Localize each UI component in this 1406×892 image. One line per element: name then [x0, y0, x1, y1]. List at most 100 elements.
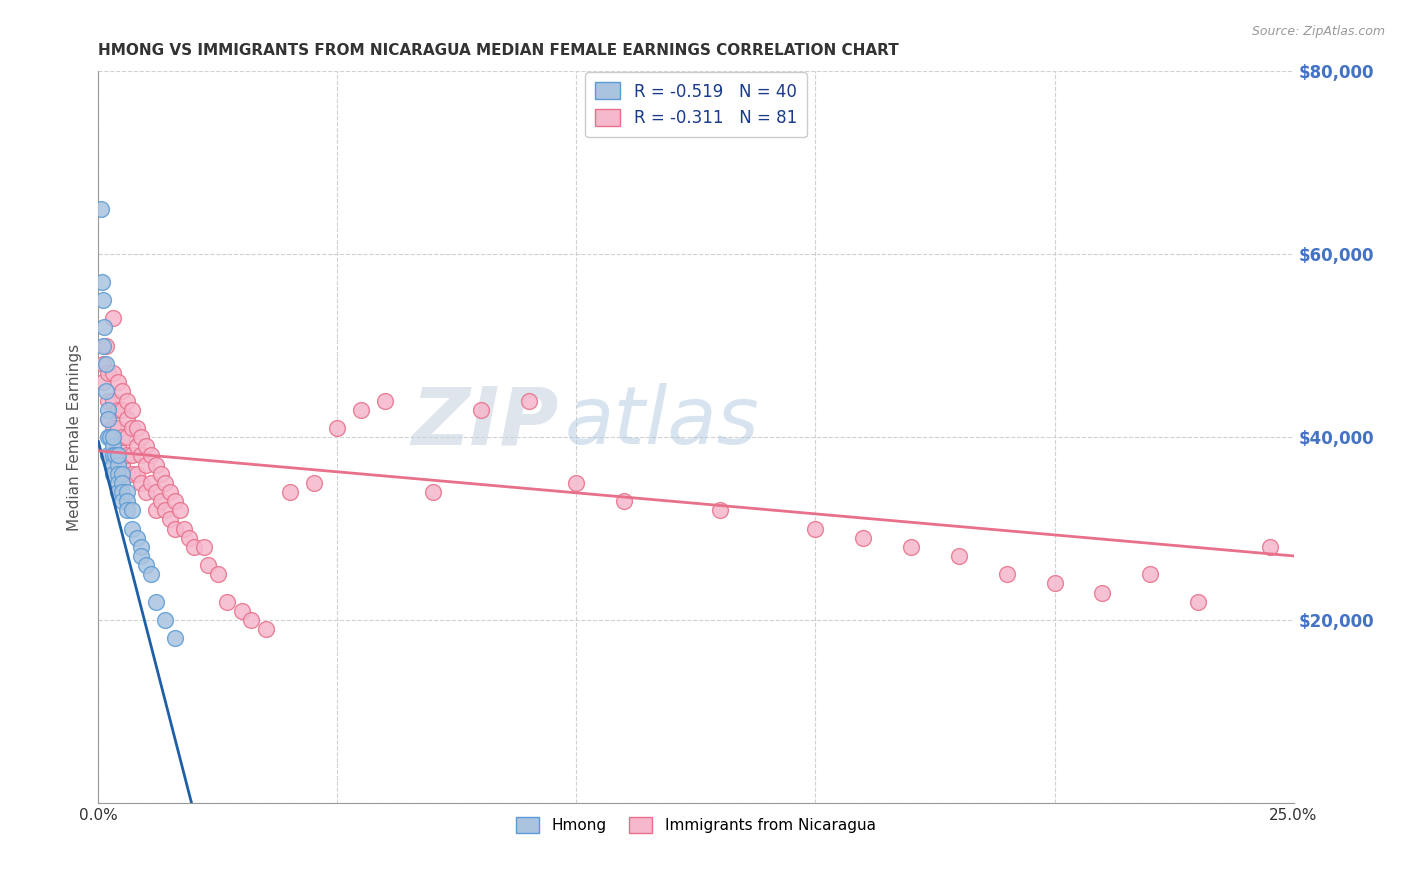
- Point: [852, 531, 875, 545]
- Point: [422, 484, 444, 499]
- Point: [183, 540, 205, 554]
- Point: [125, 421, 148, 435]
- Point: [163, 632, 186, 646]
- Point: [101, 393, 124, 408]
- Y-axis label: Median Female Earnings: Median Female Earnings: [67, 343, 83, 531]
- Point: [107, 458, 129, 472]
- Point: [111, 384, 134, 399]
- Point: [90, 202, 112, 216]
- Point: [101, 439, 124, 453]
- Point: [193, 540, 215, 554]
- Point: [470, 402, 492, 417]
- Text: ZIP: ZIP: [411, 384, 558, 461]
- Point: [350, 402, 373, 417]
- Point: [101, 458, 124, 472]
- Point: [139, 567, 162, 582]
- Point: [121, 503, 143, 517]
- Point: [240, 613, 263, 627]
- Point: [155, 475, 177, 490]
- Point: [97, 448, 120, 462]
- Point: [1187, 594, 1209, 608]
- Point: [1091, 585, 1114, 599]
- Point: [121, 467, 143, 481]
- Point: [131, 549, 153, 563]
- Point: [231, 604, 253, 618]
- Point: [115, 393, 138, 408]
- Point: [107, 458, 129, 472]
- Point: [139, 448, 162, 462]
- Point: [131, 475, 153, 490]
- Point: [948, 549, 970, 563]
- Point: [159, 512, 181, 526]
- Legend: Hmong, Immigrants from Nicaragua: Hmong, Immigrants from Nicaragua: [510, 811, 882, 839]
- Point: [91, 375, 114, 389]
- Point: [94, 357, 117, 371]
- Point: [145, 503, 167, 517]
- Point: [179, 531, 201, 545]
- Point: [131, 540, 153, 554]
- Point: [326, 421, 349, 435]
- Point: [217, 594, 239, 608]
- Point: [115, 494, 138, 508]
- Point: [207, 567, 229, 582]
- Point: [125, 531, 148, 545]
- Point: [111, 494, 134, 508]
- Point: [135, 484, 157, 499]
- Point: [111, 467, 134, 481]
- Point: [91, 293, 114, 307]
- Point: [155, 503, 177, 517]
- Point: [565, 475, 588, 490]
- Point: [1043, 576, 1066, 591]
- Point: [93, 320, 115, 334]
- Point: [121, 521, 143, 535]
- Point: [159, 484, 181, 499]
- Point: [101, 448, 124, 462]
- Point: [1258, 540, 1281, 554]
- Point: [97, 430, 120, 444]
- Point: [111, 430, 134, 444]
- Text: HMONG VS IMMIGRANTS FROM NICARAGUA MEDIAN FEMALE EARNINGS CORRELATION CHART: HMONG VS IMMIGRANTS FROM NICARAGUA MEDIA…: [98, 43, 900, 58]
- Point: [115, 430, 138, 444]
- Point: [155, 613, 177, 627]
- Point: [121, 402, 143, 417]
- Point: [131, 430, 153, 444]
- Point: [995, 567, 1018, 582]
- Point: [135, 458, 157, 472]
- Point: [91, 357, 114, 371]
- Point: [101, 311, 124, 326]
- Point: [97, 366, 120, 380]
- Point: [111, 475, 134, 490]
- Point: [278, 484, 301, 499]
- Point: [111, 484, 134, 499]
- Point: [139, 475, 162, 490]
- Point: [1139, 567, 1161, 582]
- Point: [111, 402, 134, 417]
- Point: [107, 439, 129, 453]
- Point: [94, 384, 117, 399]
- Point: [107, 475, 129, 490]
- Point: [145, 458, 167, 472]
- Point: [149, 467, 172, 481]
- Point: [97, 411, 120, 425]
- Point: [163, 494, 186, 508]
- Point: [197, 558, 219, 573]
- Point: [97, 393, 120, 408]
- Point: [107, 421, 129, 435]
- Point: [613, 494, 636, 508]
- Point: [135, 439, 157, 453]
- Point: [131, 448, 153, 462]
- Point: [302, 475, 325, 490]
- Point: [517, 393, 540, 408]
- Text: Source: ZipAtlas.com: Source: ZipAtlas.com: [1251, 25, 1385, 38]
- Point: [101, 467, 124, 481]
- Point: [125, 439, 148, 453]
- Point: [115, 448, 138, 462]
- Point: [125, 467, 148, 481]
- Point: [101, 421, 124, 435]
- Point: [97, 411, 120, 425]
- Point: [104, 448, 127, 462]
- Point: [107, 484, 129, 499]
- Point: [94, 338, 117, 352]
- Point: [98, 430, 122, 444]
- Point: [101, 366, 124, 380]
